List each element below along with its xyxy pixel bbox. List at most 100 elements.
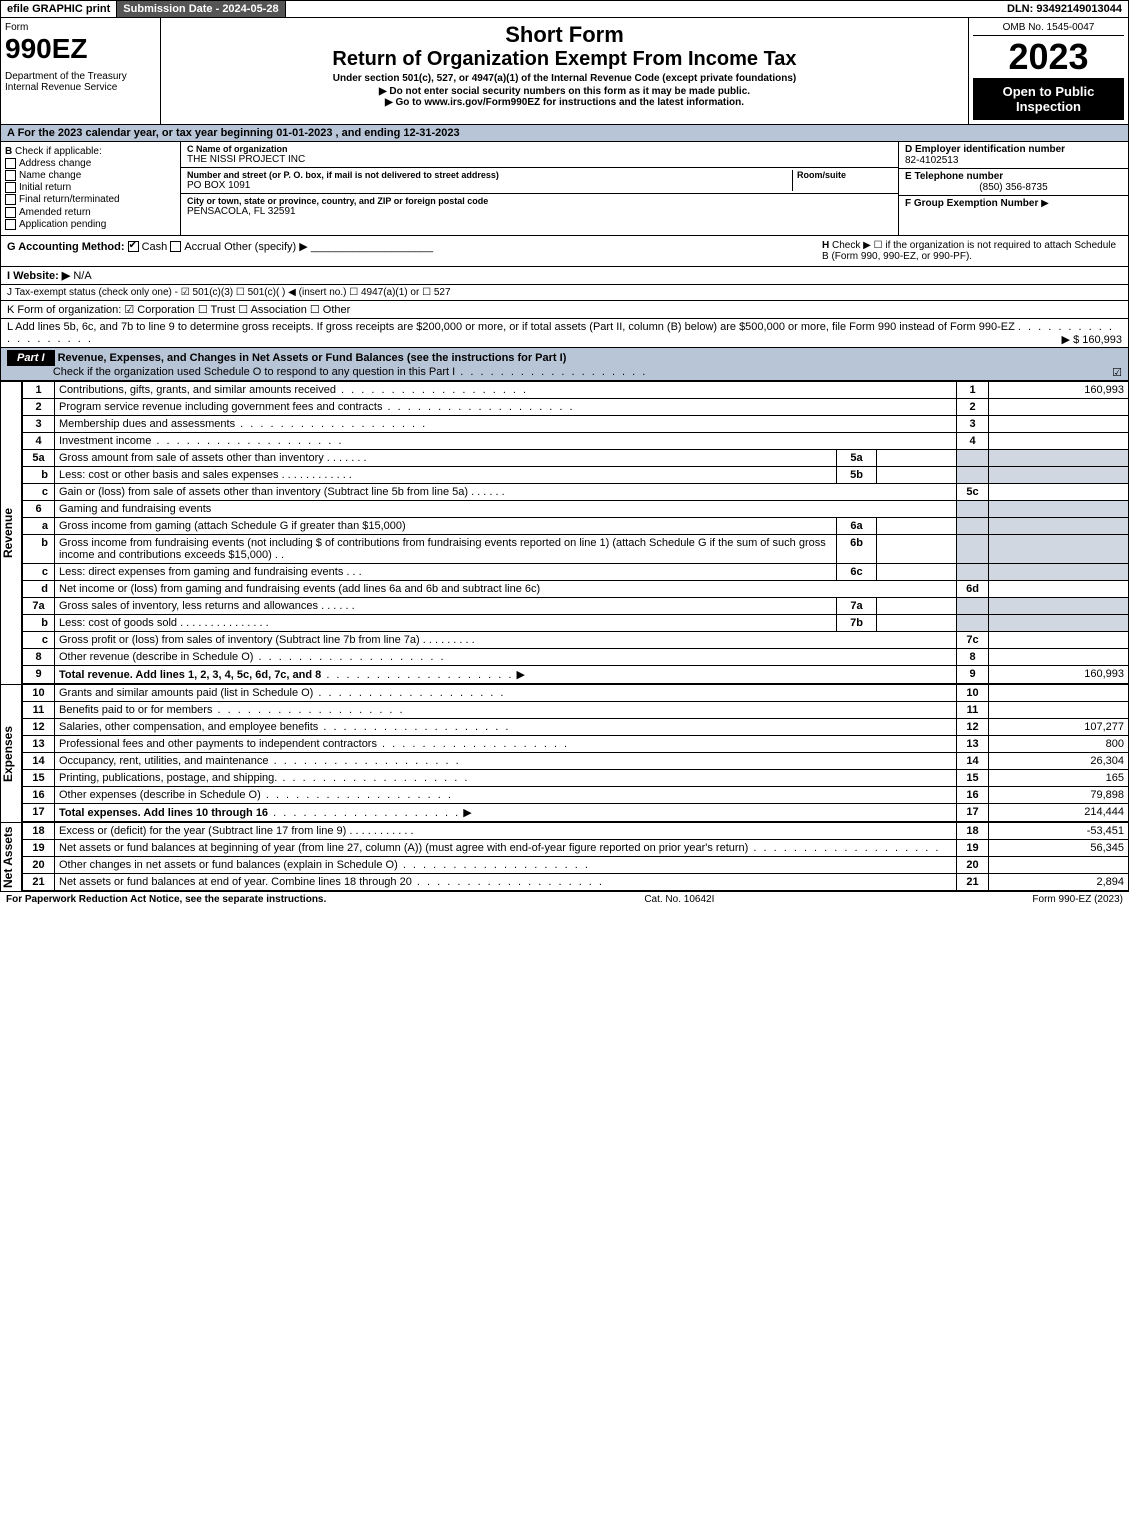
line-17: 17Total expenses. Add lines 10 through 1… — [23, 803, 1129, 821]
short-form-title: Short Form — [165, 22, 964, 48]
b-label: B — [5, 146, 12, 157]
schedule-o-checkbox[interactable]: ☑ — [1112, 366, 1122, 379]
street-label: Number and street (or P. O. box, if mail… — [187, 170, 792, 180]
form-word: Form — [5, 22, 156, 33]
line-16: 16Other expenses (describe in Schedule O… — [23, 786, 1129, 803]
street-value: PO BOX 1091 — [187, 180, 792, 191]
j-row: J Tax-exempt status (check only one) - ☑… — [0, 285, 1129, 301]
goto-link[interactable]: ▶ Go to www.irs.gov/Form990EZ for instru… — [385, 97, 744, 108]
chk-amended[interactable]: Amended return — [5, 207, 176, 218]
line-4: 4Investment income4 — [23, 432, 1129, 449]
i-row: I Website: ▶ N/A — [0, 267, 1129, 285]
under-section: Under section 501(c), 527, or 4947(a)(1)… — [165, 73, 964, 84]
note-goto: ▶ Go to www.irs.gov/Form990EZ for instru… — [165, 97, 964, 108]
line-8: 8Other revenue (describe in Schedule O)8 — [23, 648, 1129, 665]
line-18: 18Excess or (deficit) for the year (Subt… — [23, 822, 1129, 839]
footer-mid: Cat. No. 10642I — [326, 894, 1032, 905]
header-right: OMB No. 1545-0047 2023 Open to Public In… — [968, 18, 1128, 124]
return-title: Return of Organization Exempt From Incom… — [165, 48, 964, 71]
h-label: H — [822, 240, 829, 251]
cash-checkbox[interactable] — [128, 241, 139, 252]
submission-date: Submission Date - 2024-05-28 — [117, 1, 285, 17]
room-label: Room/suite — [797, 170, 892, 180]
org-name: THE NISSI PROJECT INC — [187, 154, 892, 165]
line-5b: bLess: cost or other basis and sales exp… — [23, 466, 1129, 483]
form-header: Form 990EZ Department of the Treasury In… — [0, 18, 1129, 125]
col-def: D Employer identification number 82-4102… — [898, 142, 1128, 235]
gh-row: G Accounting Method: Cash Accrual Other … — [0, 236, 1129, 267]
netassets-section: Net Assets 18Excess or (deficit) for the… — [0, 822, 1129, 891]
netassets-table: 18Excess or (deficit) for the year (Subt… — [22, 822, 1129, 891]
line-15: 15Printing, publications, postage, and s… — [23, 769, 1129, 786]
h-text: Check ▶ ☐ if the organization is not req… — [822, 240, 1116, 262]
website-value: N/A — [73, 270, 91, 282]
footer-right: Form 990-EZ (2023) — [1032, 894, 1123, 905]
line-6d: dNet income or (loss) from gaming and fu… — [23, 580, 1129, 597]
part1-header: Part I Revenue, Expenses, and Changes in… — [0, 348, 1129, 381]
revenue-section: Revenue 1Contributions, gifts, grants, a… — [0, 381, 1129, 684]
line-14: 14Occupancy, rent, utilities, and mainte… — [23, 752, 1129, 769]
l-row: L Add lines 5b, 6c, and 7b to line 9 to … — [0, 319, 1129, 348]
g-label: G Accounting Method: — [7, 241, 125, 253]
footer-left: For Paperwork Reduction Act Notice, see … — [6, 894, 326, 905]
revenue-side-label: Revenue — [0, 381, 22, 684]
part1-title: Revenue, Expenses, and Changes in Net As… — [58, 352, 567, 364]
line-11: 11Benefits paid to or for members11 — [23, 701, 1129, 718]
e-label: E Telephone number — [905, 171, 1122, 182]
line-5a: 5aGross amount from sale of assets other… — [23, 449, 1129, 466]
c-name-label: C Name of organization — [187, 144, 892, 154]
line-10: 10Grants and similar amounts paid (list … — [23, 684, 1129, 701]
chk-final[interactable]: Final return/terminated — [5, 194, 176, 205]
city-value: PENSACOLA, FL 32591 — [187, 206, 892, 217]
part1-label: Part I — [7, 350, 55, 366]
line-20: 20Other changes in net assets or fund ba… — [23, 856, 1129, 873]
col-b: B Check if applicable: Address change Na… — [1, 142, 181, 235]
line-9: 9Total revenue. Add lines 1, 2, 3, 4, 5c… — [23, 665, 1129, 683]
line-6: 6Gaming and fundraising events — [23, 500, 1129, 517]
accrual-checkbox[interactable] — [170, 241, 181, 252]
expenses-table: 10Grants and similar amounts paid (list … — [22, 684, 1129, 822]
line-7c: cGross profit or (loss) from sales of in… — [23, 631, 1129, 648]
ein-value: 82-4102513 — [905, 155, 1122, 166]
section-a: A For the 2023 calendar year, or tax yea… — [0, 125, 1129, 142]
line-19: 19Net assets or fund balances at beginni… — [23, 839, 1129, 856]
line-21: 21Net assets or fund balances at end of … — [23, 873, 1129, 890]
revenue-table: 1Contributions, gifts, grants, and simil… — [22, 381, 1129, 684]
chk-name[interactable]: Name change — [5, 170, 176, 181]
tax-year: 2023 — [973, 36, 1124, 78]
l-text: L Add lines 5b, 6c, and 7b to line 9 to … — [7, 321, 1015, 333]
header-mid: Short Form Return of Organization Exempt… — [161, 18, 968, 124]
city-label: City or town, state or province, country… — [187, 196, 892, 206]
omb-number: OMB No. 1545-0047 — [973, 22, 1124, 36]
line-1: 1Contributions, gifts, grants, and simil… — [23, 381, 1129, 398]
b-text: Check if applicable: — [15, 146, 102, 157]
footer: For Paperwork Reduction Act Notice, see … — [0, 891, 1129, 907]
phone-value: (850) 356-8735 — [905, 182, 1122, 193]
expenses-side-label: Expenses — [0, 684, 22, 822]
line-6b: bGross income from fundraising events (n… — [23, 534, 1129, 563]
netassets-side-label: Net Assets — [0, 822, 22, 891]
expenses-section: Expenses 10Grants and similar amounts pa… — [0, 684, 1129, 822]
col-c: C Name of organization THE NISSI PROJECT… — [181, 142, 898, 235]
efile-label: efile GRAPHIC print — [1, 1, 117, 17]
line-6c: cLess: direct expenses from gaming and f… — [23, 563, 1129, 580]
form-number: 990EZ — [5, 33, 156, 65]
dln: DLN: 93492149013044 — [1001, 1, 1128, 17]
f-arrow: ▶ — [1041, 198, 1049, 209]
k-row: K Form of organization: ☑ Corporation ☐ … — [0, 301, 1129, 319]
l-amount: ▶ $ 160,993 — [1062, 333, 1122, 346]
chk-pending[interactable]: Application pending — [5, 219, 176, 230]
line-12: 12Salaries, other compensation, and empl… — [23, 718, 1129, 735]
open-public: Open to Public Inspection — [973, 78, 1124, 120]
chk-address[interactable]: Address change — [5, 158, 176, 169]
line-2: 2Program service revenue including gover… — [23, 398, 1129, 415]
section-bcdef: B Check if applicable: Address change Na… — [0, 142, 1129, 236]
note-ssn: ▶ Do not enter social security numbers o… — [165, 86, 964, 97]
line-7a: 7aGross sales of inventory, less returns… — [23, 597, 1129, 614]
line-3: 3Membership dues and assessments3 — [23, 415, 1129, 432]
line-5c: cGain or (loss) from sale of assets othe… — [23, 483, 1129, 500]
chk-initial[interactable]: Initial return — [5, 182, 176, 193]
website-label: I Website: ▶ — [7, 270, 70, 282]
d-label: D Employer identification number — [905, 144, 1122, 155]
header-left: Form 990EZ Department of the Treasury In… — [1, 18, 161, 124]
